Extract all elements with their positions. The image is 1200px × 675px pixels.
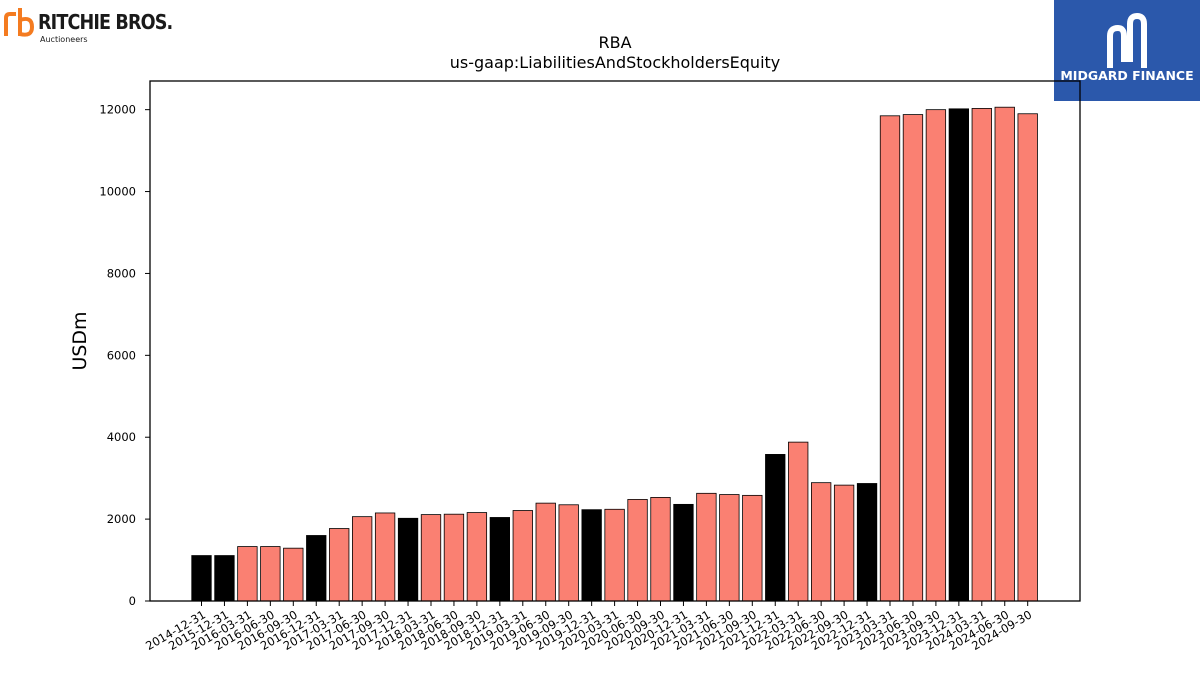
y-tick-label: 8000: [107, 266, 136, 280]
bar-2019-03-31: [512, 510, 533, 602]
brand-subtitle: Auctioneers: [40, 35, 88, 44]
bar-2023-06-30: [902, 114, 924, 602]
bar-2018-12-31: [489, 517, 511, 602]
bar-2014-12-31: [191, 555, 212, 602]
bar-2024-09-30: [1017, 113, 1038, 602]
y-tick-label: 6000: [107, 348, 136, 362]
x-axis: 2014-12-312015-12-312016-03-312016-06-30…: [143, 601, 1034, 653]
bar-2019-09-30: [558, 504, 579, 602]
midgard-finance-logo: MIDGARD FINANCE: [1054, 0, 1200, 101]
bars-group: [191, 106, 1038, 602]
bar-2021-09-30: [742, 494, 763, 602]
y-axis: 0 2000 4000 6000 8000 10000 12000: [99, 103, 150, 608]
bar-2023-09-30: [925, 109, 947, 602]
y-tick-label: 0: [129, 594, 136, 608]
bar-2020-06-30: [627, 499, 648, 602]
bar-2022-12-31: [856, 483, 878, 602]
bar-2020-12-31: [673, 503, 694, 602]
bar-2018-06-30: [443, 513, 465, 602]
plot-frame: [149, 80, 1081, 602]
midgard-m-icon: [1107, 12, 1147, 68]
bar-2016-12-31: [306, 535, 327, 602]
bar-2019-06-30: [535, 502, 556, 602]
partner-mark-left: [1107, 24, 1127, 68]
bar-2017-03-31: [329, 528, 350, 602]
y-tick-label: 10000: [99, 185, 136, 199]
bar-2022-03-31: [788, 441, 809, 602]
bar-2024-06-30: [994, 106, 1015, 602]
y-tick-label: 2000: [107, 512, 136, 526]
bar-2023-03-31: [879, 115, 901, 602]
y-tick-label: 12000: [99, 103, 136, 117]
brand-name: RITCHIE BROS.: [38, 10, 173, 34]
rb-monogram-icon: [4, 8, 35, 37]
chart-title: RBA: [598, 33, 631, 52]
bar-2022-06-30: [811, 482, 832, 602]
bar-2017-06-30: [351, 516, 373, 602]
bar-2020-03-31: [604, 508, 625, 602]
partner-mark-right: [1127, 12, 1147, 68]
bar-2016-09-30: [283, 547, 304, 602]
rb-monogram-b-bowl: [19, 16, 35, 37]
bar-2023-12-31: [948, 108, 969, 602]
rb-monogram-r: [4, 12, 16, 36]
bar-2015-12-31: [214, 555, 235, 602]
bar-2022-09-30: [833, 484, 855, 602]
bar-2021-03-31: [696, 492, 717, 602]
bar-2024-03-31: [971, 108, 992, 602]
bar-2018-09-30: [466, 512, 488, 602]
y-axis-label: USDm: [69, 311, 91, 370]
bar-2019-12-31: [581, 509, 602, 602]
bar-2017-12-31: [397, 517, 419, 602]
bar-2021-12-31: [765, 454, 786, 602]
chart-subtitle: us-gaap:LiabilitiesAndStockholdersEquity: [450, 53, 781, 72]
bar-2016-06-30: [260, 546, 281, 602]
bar-2017-09-30: [374, 512, 396, 602]
y-tick-label: 4000: [107, 430, 136, 444]
bar-2020-09-30: [650, 497, 671, 602]
partner-name: MIDGARD FINANCE: [1060, 68, 1194, 83]
bar-2018-03-31: [420, 514, 442, 602]
ritchie-bros-logo: RITCHIE BROS. Auctioneers: [4, 4, 174, 48]
bar-2016-03-31: [237, 546, 258, 602]
bar-2021-06-30: [719, 494, 740, 602]
